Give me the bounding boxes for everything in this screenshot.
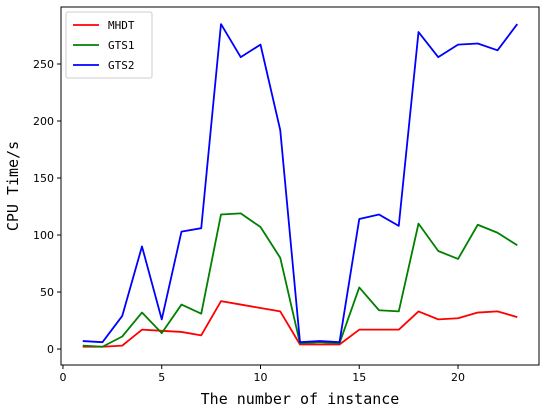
series-line-gts2 <box>82 23 518 344</box>
y-tick-label: 0 <box>47 343 54 356</box>
series-line-mhdt <box>82 300 518 348</box>
x-tick-label: 10 <box>253 371 267 384</box>
legend: MHDT GTS1 GTS2 <box>65 11 153 79</box>
x-axis-label: The number of instance <box>201 390 400 408</box>
x-tick-label: 20 <box>451 371 465 384</box>
plot-frame <box>60 6 540 366</box>
series-layer <box>82 23 518 348</box>
x-tick-label: 15 <box>352 371 366 384</box>
y-tick-label: 200 <box>33 115 54 128</box>
series-line-gts1 <box>82 212 518 348</box>
y-tick-label: 150 <box>33 172 54 185</box>
y-tick-label: 100 <box>33 229 54 242</box>
legend-box <box>65 11 153 79</box>
x-tick-label: 5 <box>158 371 165 384</box>
x-tick-label: 0 <box>59 371 66 384</box>
y-axis-label: CPU Time/s <box>4 141 22 231</box>
y-tick-label: 250 <box>33 58 54 71</box>
legend-entry-gts2: GTS2 <box>108 59 135 72</box>
x-axis: 0 5 10 15 20 <box>59 365 465 384</box>
y-axis: 0 50 100 150 200 250 <box>33 58 61 356</box>
legend-entry-gts1: GTS1 <box>108 39 135 52</box>
y-tick-label: 50 <box>40 286 54 299</box>
legend-entry-mhdt: MHDT <box>108 19 135 32</box>
